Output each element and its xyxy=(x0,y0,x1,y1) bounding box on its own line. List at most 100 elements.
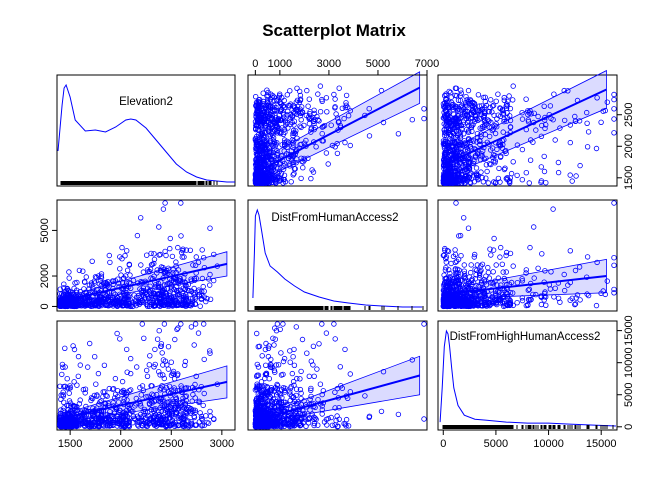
panel-frame-r1-c1 xyxy=(247,199,428,312)
data-point xyxy=(604,99,610,105)
data-point xyxy=(285,141,291,147)
data-point xyxy=(306,120,313,127)
data-point xyxy=(488,252,494,258)
data-point xyxy=(526,180,532,186)
data-point xyxy=(261,102,268,108)
data-point xyxy=(324,109,330,115)
data-point xyxy=(329,142,336,149)
data-point xyxy=(567,139,573,146)
data-point xyxy=(284,92,290,98)
data-point xyxy=(264,93,270,99)
data-point xyxy=(494,116,500,122)
data-point xyxy=(191,342,197,348)
data-point xyxy=(263,139,270,145)
data-point xyxy=(310,169,317,175)
data-point xyxy=(265,102,271,108)
data-point xyxy=(133,364,140,370)
data-point xyxy=(290,142,297,148)
data-point xyxy=(263,180,269,186)
data-point xyxy=(569,178,575,184)
data-point xyxy=(281,163,287,169)
data-point xyxy=(291,122,297,128)
data-point xyxy=(297,92,304,99)
data-point xyxy=(138,262,144,268)
data-point xyxy=(508,170,515,177)
data-point xyxy=(443,259,449,265)
data-point xyxy=(514,172,520,179)
data-point xyxy=(297,96,304,102)
data-point xyxy=(299,109,306,116)
data-point xyxy=(366,133,373,139)
data-point xyxy=(114,330,120,337)
data-point xyxy=(165,344,172,350)
data-point xyxy=(498,244,504,251)
data-point xyxy=(471,178,477,185)
data-point xyxy=(191,285,197,292)
data-point xyxy=(75,373,81,379)
data-point xyxy=(267,131,273,138)
data-point xyxy=(167,235,173,242)
data-point xyxy=(519,109,525,116)
data-point xyxy=(496,165,502,172)
scatter-panel-r0-c1 xyxy=(252,83,427,186)
data-point xyxy=(485,269,492,276)
data-point xyxy=(66,269,72,275)
data-point xyxy=(277,161,283,167)
data-point xyxy=(458,90,464,96)
data-point xyxy=(507,117,514,124)
data-point xyxy=(289,370,295,377)
data-point xyxy=(287,359,293,365)
data-point xyxy=(523,96,529,102)
data-point xyxy=(332,336,338,342)
data-point xyxy=(298,124,304,131)
data-point xyxy=(66,390,72,396)
data-point xyxy=(611,255,617,261)
data-point xyxy=(341,115,347,122)
data-point xyxy=(457,135,464,141)
data-point xyxy=(151,251,157,257)
data-point xyxy=(598,119,604,125)
data-point xyxy=(473,165,480,171)
data-point xyxy=(485,180,492,186)
data-point xyxy=(461,215,467,221)
data-point xyxy=(139,321,145,327)
data-point xyxy=(288,156,295,163)
data-point xyxy=(297,123,303,129)
data-point xyxy=(266,128,272,134)
data-point xyxy=(270,132,276,138)
data-point xyxy=(503,269,509,275)
data-point xyxy=(491,235,497,242)
data-point xyxy=(305,114,312,120)
data-point xyxy=(331,91,337,98)
data-point xyxy=(144,373,151,379)
data-point xyxy=(506,93,512,99)
data-point xyxy=(317,108,324,115)
data-point xyxy=(119,378,126,385)
data-point xyxy=(281,176,287,183)
data-point xyxy=(278,101,284,107)
data-point xyxy=(313,144,319,150)
data-point xyxy=(461,268,467,274)
data-point xyxy=(156,328,162,334)
data-point xyxy=(345,112,352,119)
data-point xyxy=(594,95,600,101)
data-point xyxy=(207,225,213,231)
data-point xyxy=(282,118,288,124)
data-point xyxy=(207,408,213,415)
data-point xyxy=(292,166,298,172)
data-point xyxy=(466,136,472,143)
data-point xyxy=(206,282,213,288)
data-point xyxy=(501,97,507,103)
data-point xyxy=(488,97,494,103)
data-point xyxy=(547,103,554,109)
data-point xyxy=(256,158,262,165)
data-point xyxy=(300,164,306,171)
data-point xyxy=(446,88,452,95)
data-point xyxy=(271,103,277,109)
data-point xyxy=(573,173,579,179)
data-point xyxy=(465,225,472,231)
data-point xyxy=(77,362,83,368)
data-point xyxy=(448,260,454,267)
data-point xyxy=(257,114,263,120)
